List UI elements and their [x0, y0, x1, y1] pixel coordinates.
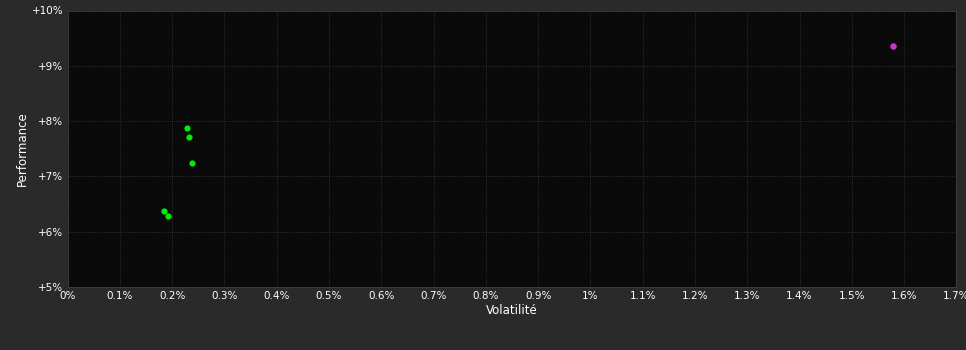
Point	[160, 214, 176, 219]
Y-axis label: Performance: Performance	[16, 111, 29, 186]
X-axis label: Volatilité: Volatilité	[486, 304, 538, 317]
Point	[885, 44, 900, 49]
Point	[156, 208, 172, 213]
Point	[179, 126, 194, 131]
Point	[185, 160, 200, 166]
Point	[182, 134, 197, 139]
